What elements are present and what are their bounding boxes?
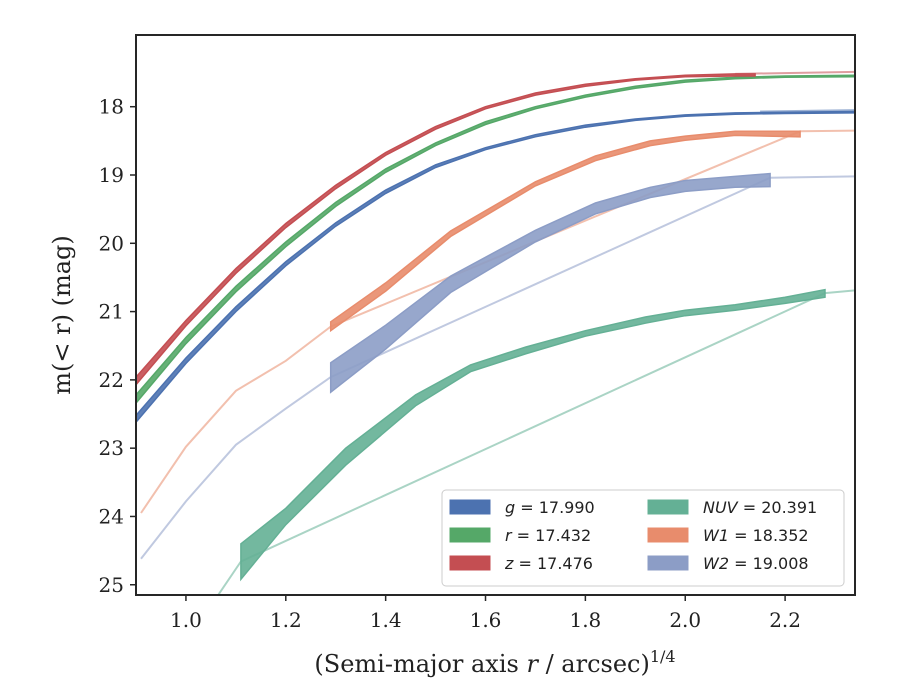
series-band-4 <box>329 130 801 333</box>
legend-label-2: z = 17.476 <box>504 554 593 573</box>
legend-swatch-0 <box>449 499 491 515</box>
y-tick-label: 20 <box>99 231 124 255</box>
plot-frame <box>135 34 856 596</box>
x-tick-label: 1.4 <box>370 608 402 632</box>
y-tick-label: 18 <box>99 95 124 119</box>
series-band-2 <box>136 73 756 386</box>
legend-swatch-5 <box>647 555 689 571</box>
legend-box <box>441 489 845 587</box>
model-curve-3 <box>216 289 855 595</box>
x-axis: 1.0 1.2 1.4 1.6 1.8 2.0 2.2 <box>170 595 801 632</box>
legend: g = 17.990 r = 17.432 z = 17.476 NUV = 20.3… <box>441 489 845 587</box>
x-tick-label: 1.0 <box>170 608 202 632</box>
x-tick-label: 1.8 <box>569 608 601 632</box>
legend-label-5: W2 = 19.008 <box>703 554 809 573</box>
legend-swatch-1 <box>449 527 491 543</box>
x-tick-label: 1.6 <box>470 608 502 632</box>
series-layer <box>136 70 855 595</box>
series-band-5 <box>329 172 771 394</box>
x-tick-label: 2.0 <box>669 608 701 632</box>
series-band-1 <box>136 74 855 405</box>
series-band-0 <box>136 110 855 424</box>
legend-swatch-2 <box>449 555 491 571</box>
y-tick-label: 21 <box>99 300 124 324</box>
y-tick-label: 19 <box>99 163 124 187</box>
y-axis-label: m(< r) (mag) <box>48 235 76 394</box>
legend-label-1: r = 17.432 <box>505 526 591 545</box>
x-tick-label: 2.2 <box>769 608 801 632</box>
legend-label-0: g = 17.990 <box>505 498 595 517</box>
y-tick-label: 23 <box>99 436 124 460</box>
x-axis-label: (Semi-major axis r / arcsec)1/4 <box>314 647 675 678</box>
legend-label-4: W1 = 18.352 <box>703 526 809 545</box>
y-tick-label: 24 <box>99 504 124 528</box>
legend-label-3: NUV = 20.391 <box>703 498 817 517</box>
legend-swatch-4 <box>647 527 689 543</box>
legend-swatch-3 <box>647 499 689 515</box>
series-band-3 <box>240 288 826 582</box>
y-tick-label: 22 <box>99 368 124 392</box>
x-tick-label: 1.2 <box>270 608 302 632</box>
y-tick-label: 25 <box>99 573 124 597</box>
y-axis: 18 19 20 21 22 23 24 25 <box>99 95 136 597</box>
model-curve-0 <box>760 109 855 113</box>
